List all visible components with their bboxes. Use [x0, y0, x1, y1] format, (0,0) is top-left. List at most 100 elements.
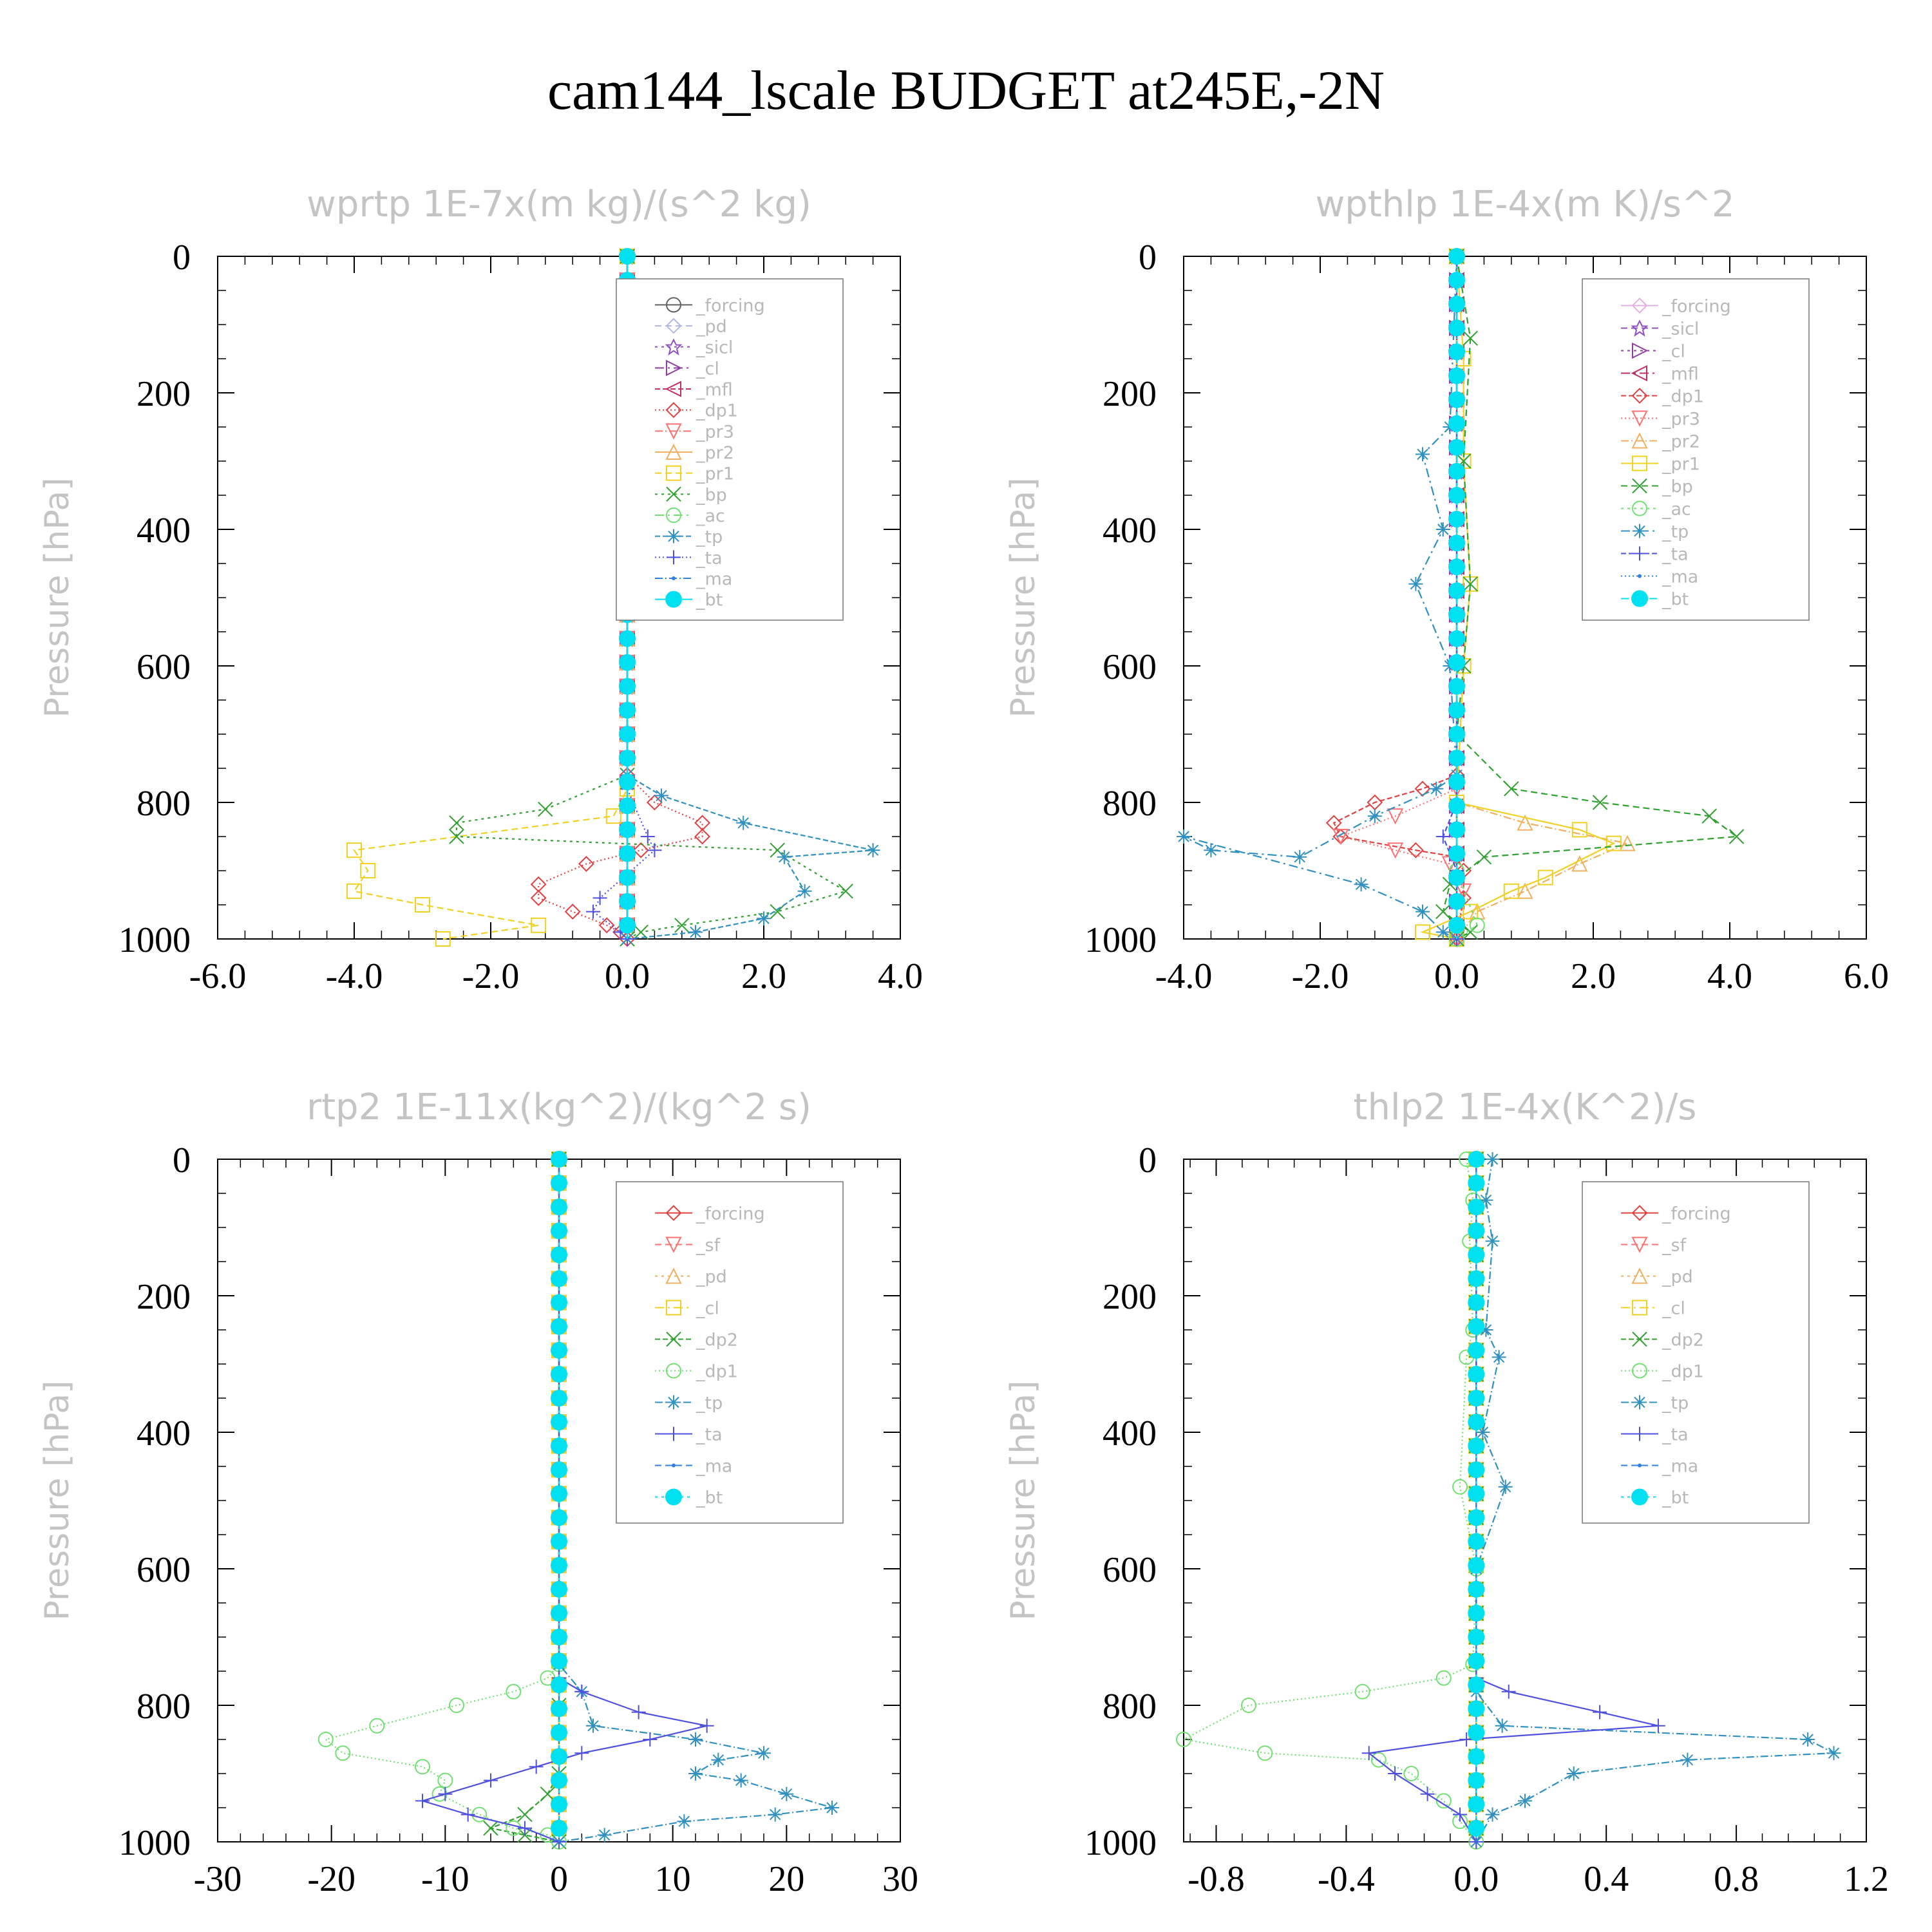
series-marker-ta [631, 1705, 646, 1719]
series-marker-bp [1463, 924, 1478, 940]
series-marker-bt [1468, 1294, 1485, 1311]
series-marker-tp [736, 815, 751, 830]
series-marker-bt [1448, 750, 1465, 767]
legend-marker [1638, 1463, 1642, 1468]
series-marker-dp2 [517, 1806, 533, 1823]
series-marker-tp [768, 1807, 782, 1822]
series-marker-bt [1448, 487, 1465, 504]
series-marker-tp [654, 788, 668, 803]
series-marker-bt [551, 1604, 567, 1622]
series-marker-tp [597, 1828, 612, 1842]
series-marker-dp1 [530, 876, 547, 893]
series-marker-tp [711, 1752, 726, 1767]
y-tick-label: 800 [137, 784, 191, 824]
legend-marker [1631, 319, 1649, 337]
series-marker-bt [1468, 1414, 1485, 1431]
legend-marker [1632, 500, 1647, 516]
y-tick-label: 600 [137, 647, 191, 687]
series-marker-bt [551, 1819, 567, 1837]
series-marker-bt [1448, 367, 1465, 384]
legend-marker [667, 1426, 681, 1441]
legend-label: _tp [1662, 522, 1689, 542]
series-marker-bp [538, 801, 553, 817]
series-marker-bp [1476, 849, 1492, 865]
x-tick-label: 4.0 [878, 956, 923, 996]
series-marker-tp [734, 1773, 748, 1788]
legend-label: _forcing [1662, 297, 1731, 317]
series-marker-tp [688, 925, 703, 940]
series-marker-dp1 [1257, 1745, 1273, 1761]
series-marker-dp1 [530, 889, 547, 906]
legend-marker [665, 1236, 682, 1253]
legend-label: _pd [696, 317, 727, 337]
series-marker-dp1 [1407, 842, 1424, 858]
series-marker-dp1 [1414, 781, 1431, 797]
series-marker-bt [551, 1509, 567, 1526]
legend-label: _mfl [1662, 365, 1699, 384]
series-marker-tp [1518, 1794, 1532, 1808]
series-marker-bt [1448, 558, 1465, 576]
series-marker-bt [551, 1580, 567, 1598]
series-line-bp [1442, 256, 1739, 940]
series-marker-dp1 [1354, 1683, 1370, 1700]
series-marker-tp [1435, 522, 1450, 536]
series-marker-pr1 [1537, 869, 1553, 886]
legend-marker [666, 1331, 681, 1347]
legend-label: _ta [696, 1425, 723, 1445]
series-line-pr1 [353, 256, 629, 940]
series-marker-dp1 [646, 794, 663, 811]
series-marker-dp2 [483, 1821, 498, 1836]
series-line-ac [1455, 256, 1479, 940]
series-marker-bt [619, 797, 636, 815]
series-marker-pr2 [1619, 835, 1636, 851]
y-tick-label: 0 [173, 1141, 191, 1180]
panel-4: thlp2 1E-4x(K^2)/s -0.8 -0.4 0.0 0.4 0.8 1.2 0 2… [1004, 1086, 1889, 1899]
series-marker-bt [1448, 535, 1465, 552]
legend-marker [665, 1267, 682, 1284]
x-tick-label: 6.0 [1844, 956, 1889, 996]
series-marker-ta [529, 1759, 544, 1774]
x-tick-label: 0.0 [1454, 1859, 1499, 1899]
legend-label: _sf [1662, 1236, 1687, 1256]
legend-label: _dp1 [696, 401, 738, 421]
series-layer [1176, 1150, 1841, 1850]
series-marker-dp1 [506, 1683, 522, 1700]
series-marker-pr1 [1503, 883, 1519, 899]
series-marker-bt [1468, 1246, 1485, 1264]
series-marker-tp [1177, 829, 1191, 844]
series-marker-ta [1651, 1718, 1665, 1733]
series-marker-bt [1468, 1653, 1485, 1670]
y-tick-label: 400 [1103, 1414, 1157, 1454]
series-marker-bt [551, 1629, 567, 1645]
y-tick-label: 0 [1139, 1141, 1157, 1180]
series-marker-bt [551, 1461, 567, 1479]
y-axis-label: Pressure [hPa] [38, 478, 77, 718]
series-marker-dp1 [1403, 1766, 1419, 1781]
series-marker-bt [551, 1198, 567, 1216]
x-tick-label: -4.0 [1155, 956, 1213, 996]
series-marker-dp1 [1370, 1752, 1387, 1768]
series-marker-bt [551, 1294, 567, 1311]
series-marker-bt [551, 1533, 567, 1550]
series-marker-bt [551, 1414, 567, 1431]
legend: _forcing_pd_sicl_cl_mfl_dp1_pr3_pr2_pr1_… [616, 278, 844, 621]
series-marker-bt [551, 1724, 567, 1741]
series-marker-bt [1468, 1437, 1485, 1455]
series-marker-tp [1416, 904, 1430, 919]
series-marker-dp1 [335, 1745, 351, 1761]
y-tick-label: 200 [137, 374, 191, 414]
series-marker-dp1 [317, 1732, 334, 1747]
series-line-dp1 [1181, 1159, 1477, 1842]
y-axis-label: Pressure [hPa] [38, 1381, 77, 1621]
series-marker-pr1 [415, 897, 430, 913]
series-marker-bt [1448, 677, 1465, 695]
series-marker-bt [1448, 462, 1465, 480]
x-tick-label: -2.0 [462, 956, 520, 996]
legend-marker [666, 359, 683, 376]
series-marker-bt [1448, 654, 1465, 671]
series-marker-bt [1468, 1222, 1485, 1240]
series-marker-bp [449, 815, 464, 831]
series-marker-tp [757, 911, 771, 926]
series-marker-dp1 [632, 842, 649, 858]
series-marker-bt [551, 1653, 567, 1670]
